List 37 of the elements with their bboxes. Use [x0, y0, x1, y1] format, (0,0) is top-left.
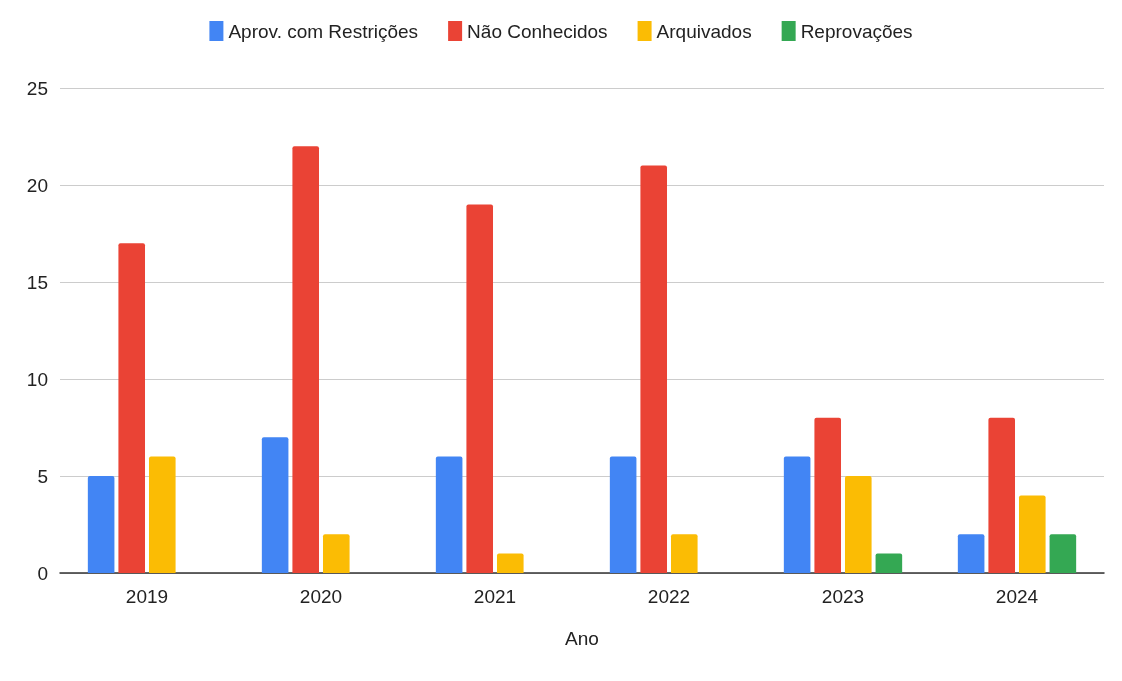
y-tick-label: 20 [26, 174, 48, 196]
bar [148, 456, 176, 573]
bar [1018, 495, 1046, 573]
x-axis-title: Ano [565, 628, 599, 649]
x-tick-label: 2020 [299, 586, 343, 607]
bar [640, 165, 668, 573]
legend-label: Reprovações [800, 20, 913, 42]
x-tick-label: 2023 [821, 586, 865, 607]
y-tick-label: 10 [26, 368, 48, 390]
bar [261, 437, 289, 573]
bar [783, 456, 811, 573]
bar [466, 204, 494, 573]
x-tick-label: 2022 [647, 586, 691, 607]
bar [814, 417, 842, 573]
legend-label: Não Conhecidos [467, 20, 608, 42]
y-tick-label: 0 [37, 562, 48, 584]
bar [957, 534, 985, 573]
bar [988, 417, 1016, 573]
bar [496, 553, 524, 573]
y-tick-label: 15 [26, 271, 48, 293]
bar [875, 553, 903, 573]
bar [1049, 534, 1077, 573]
y-tick-label: 5 [37, 465, 48, 487]
bar [322, 534, 350, 573]
legend-label: Aprov. com Restrições [228, 20, 419, 42]
y-tick-label: 25 [26, 77, 48, 99]
bar [435, 456, 463, 573]
x-tick-label: 2024 [995, 586, 1039, 607]
bar [670, 534, 698, 573]
bar [118, 243, 146, 573]
bar [292, 146, 320, 573]
x-tick-label: 2019 [125, 586, 169, 607]
bar [609, 456, 637, 573]
bar [87, 476, 115, 573]
legend-label: Arquivados [656, 20, 752, 42]
bar [844, 476, 872, 573]
x-tick-label: 2021 [473, 586, 517, 607]
